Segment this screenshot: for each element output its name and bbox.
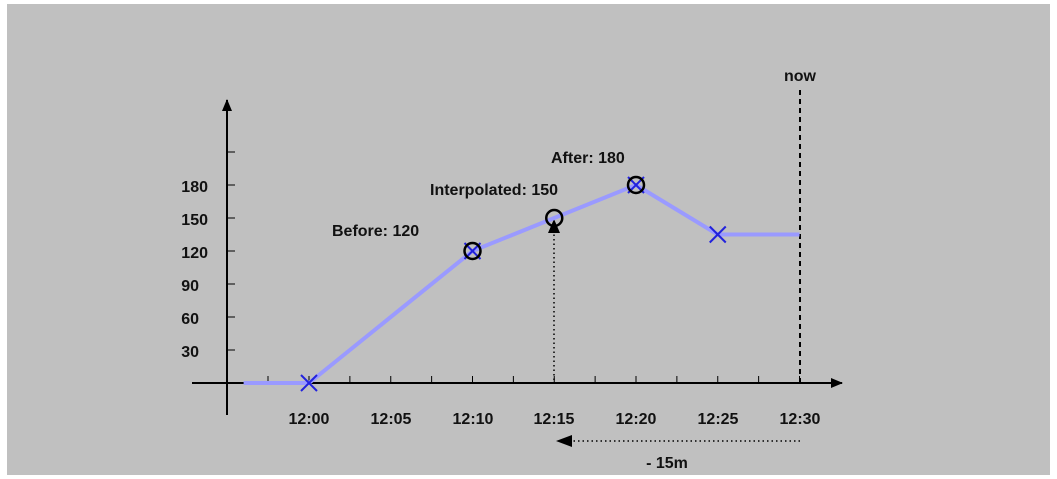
y-tick-labels: 30 60 90 120 150 180 [181, 179, 208, 361]
y-tick-label: 90 [181, 278, 199, 295]
x-tick-label: 12:30 [780, 411, 821, 428]
before-label: Before: 120 [332, 223, 419, 240]
y-tick-label: 180 [181, 179, 208, 196]
chart-panel [7, 4, 1050, 475]
x-tick-label: 12:10 [453, 411, 494, 428]
before-point-circle [463, 241, 482, 261]
x-tick-label: 12:25 [698, 411, 739, 428]
y-minor-ticks [227, 151, 235, 351]
x-tick-label: 12:00 [289, 411, 330, 428]
now-label: now [784, 68, 817, 85]
series-line [243, 183, 800, 385]
y-tick-label: 30 [181, 344, 199, 361]
sample-marker [709, 225, 727, 244]
sample-marker-stroke [300, 374, 318, 392]
interpolated-point-circle [545, 208, 564, 228]
sample-markers [300, 176, 727, 392]
offset-arrowhead [556, 435, 572, 447]
circle-markers [463, 175, 646, 261]
after-label: After: 180 [551, 150, 625, 167]
offset-label: - 15m [646, 455, 688, 472]
x-tick-label: 12:05 [371, 411, 412, 428]
x-tick-label: 12:20 [616, 411, 657, 428]
x-tick-label: 12:15 [534, 411, 575, 428]
y-tick-label: 150 [181, 212, 208, 229]
after-point-circle [626, 175, 646, 195]
y-tick-label: 60 [181, 311, 199, 328]
interpolated-label: Interpolated: 150 [430, 182, 558, 199]
sample-marker-stroke [709, 225, 727, 244]
x-minor-ticks [267, 376, 800, 383]
x-tick-labels: 12:00 12:05 12:10 12:15 12:20 12:25 12:3… [289, 411, 821, 428]
sample-marker [300, 374, 318, 392]
y-tick-label: 120 [181, 245, 208, 262]
